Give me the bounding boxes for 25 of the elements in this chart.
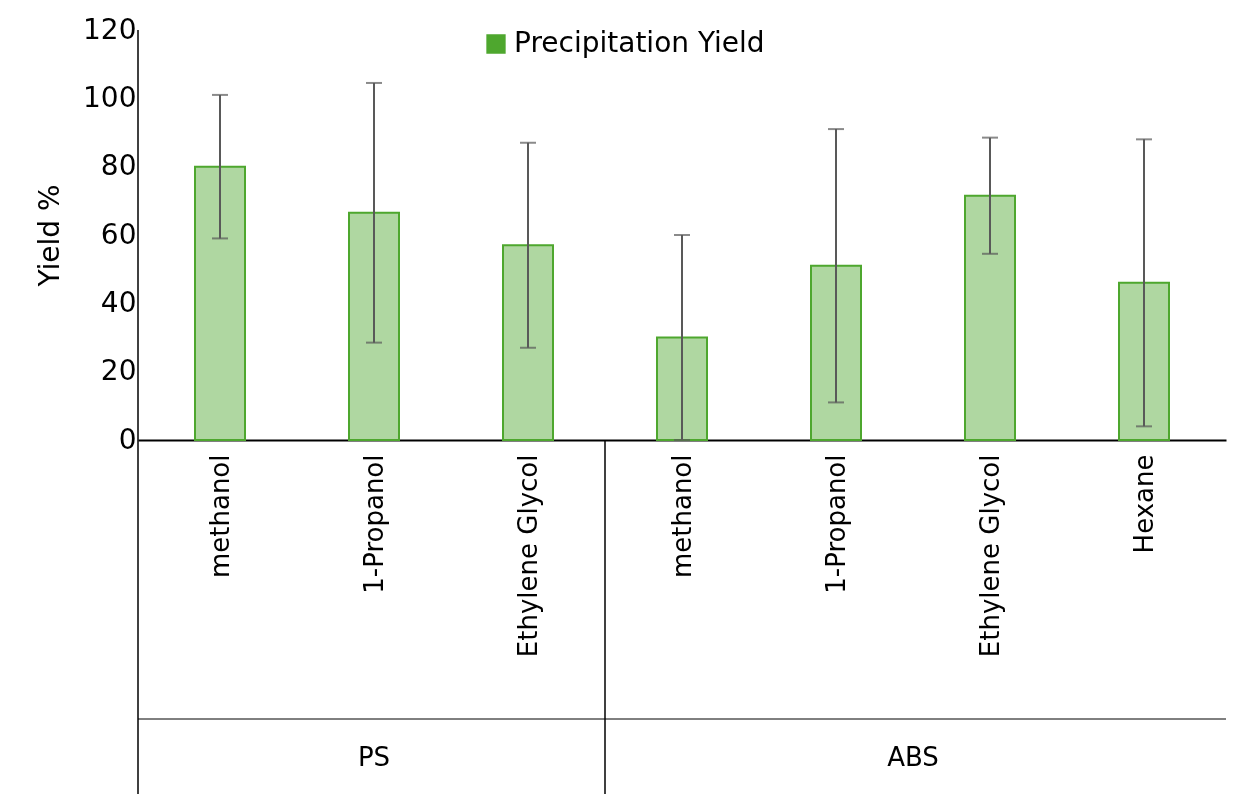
x-tick-label: 1-Propanol xyxy=(820,454,851,594)
text: ABS xyxy=(887,742,939,772)
y-tick-label: 20 xyxy=(100,354,137,388)
y-tick-label: 40 xyxy=(100,285,137,319)
bar xyxy=(656,336,708,441)
bar xyxy=(964,194,1016,441)
y-tick-label: 100 xyxy=(83,80,137,114)
x-tick-label: methanol xyxy=(666,454,697,579)
bar xyxy=(502,244,554,441)
x-tick-label: Ethylene Glycol xyxy=(974,454,1005,658)
y-axis-title: Yield % xyxy=(33,184,67,288)
x-tick-label: Ethylene Glycol xyxy=(512,454,543,658)
x-tick-label: 1-Propanol xyxy=(358,454,389,594)
bar xyxy=(194,165,246,441)
text: PS xyxy=(357,742,391,772)
x-tick-label: Hexane xyxy=(1128,454,1159,554)
bar xyxy=(348,211,400,441)
y-tick-label: 80 xyxy=(100,149,137,183)
y-tick-label: 0 xyxy=(118,422,137,456)
x-tick-label: methanol xyxy=(204,454,235,579)
bar xyxy=(810,264,862,441)
y-tick-label: 60 xyxy=(100,217,137,251)
y-tick-label: 120 xyxy=(83,12,137,46)
legend-label: Precipitation Yield xyxy=(514,26,765,59)
bar xyxy=(1118,281,1170,441)
